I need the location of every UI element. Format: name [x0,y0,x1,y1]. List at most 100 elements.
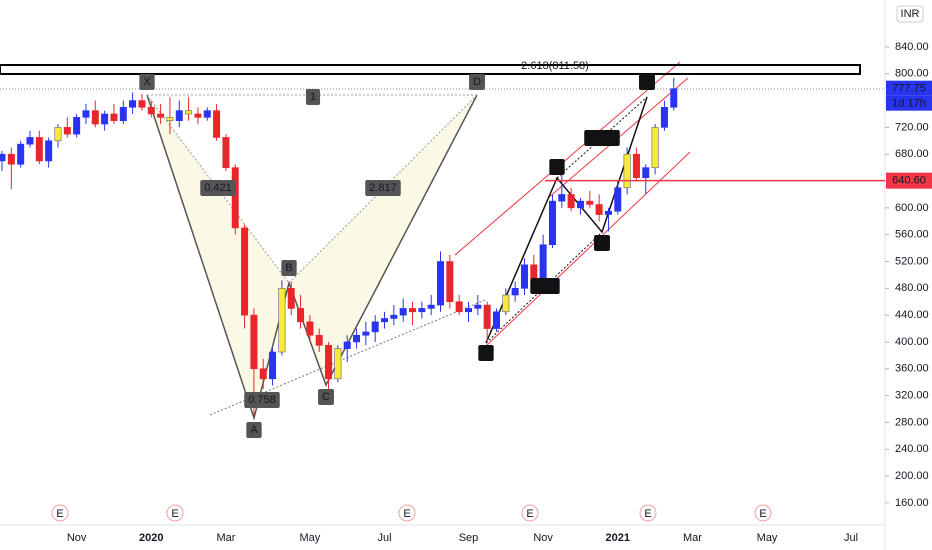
candle-body [26,137,34,145]
pattern-label-box [639,74,655,90]
price-line-label: 640.60 [892,175,926,187]
candle-body [576,200,584,209]
candle-body [660,106,668,128]
target-box [0,64,861,75]
candle-body [166,117,174,121]
y-tick-label: 520.00 [895,255,929,267]
currency-box [896,5,924,23]
pattern-label: 0.758 [248,394,276,406]
candle-body [474,304,482,309]
last-price-tag [886,80,932,96]
candle-body [511,288,519,296]
candle-body [632,153,640,178]
target-label: 2.618(811.58) [521,60,589,72]
x-tick-label: Sep [459,532,479,544]
candle-body [614,187,622,212]
pattern-label: 1 [310,91,316,103]
pattern-label-box [478,345,494,361]
candle-body [483,304,491,329]
candle-body [623,153,631,189]
pattern-label: D [643,76,651,88]
candle-body [390,314,398,319]
candle-body [520,264,528,289]
pattern-label-box [244,392,280,408]
channel-line [486,151,691,346]
candle-body [222,137,230,168]
candle-body [147,106,155,115]
candle-body [567,194,575,209]
currency: INR [901,8,920,20]
pattern-label: B [285,262,292,274]
last-price-label: 777.75 [892,83,926,95]
y-tick-label: 560.00 [895,229,929,241]
pattern-label-box [200,180,236,196]
candle-body [129,100,137,108]
candle-body [586,200,594,205]
x-tick-label: Mar [216,532,235,544]
event-marker [51,504,69,522]
pattern-label: C [322,391,330,403]
candle-body [45,140,53,162]
candle-body [82,110,90,118]
pattern-label: 0.421 [204,182,232,194]
event-marker [521,504,539,522]
candle-body [194,113,202,118]
pattern-label-box [549,159,565,175]
candle-body [464,308,472,313]
event-label: E [526,508,533,520]
pattern-label-box [530,278,560,294]
pattern-label-box [246,422,262,438]
candle-body [213,110,221,138]
y-tick-label: 200.00 [895,470,929,482]
pattern-label: A [250,424,258,436]
candle-body [530,264,538,279]
candle-body [241,227,249,316]
pattern-label: C [598,237,606,249]
y-tick-label: 360.00 [895,363,929,375]
candle-body [17,143,25,165]
event-marker [166,504,184,522]
event-label: E [759,508,766,520]
candle-body [604,210,612,215]
candle-body [670,88,678,108]
event-marker [754,504,772,522]
x-tick-label: Nov [533,532,553,544]
candle-body [409,308,417,313]
candle-body [138,100,146,108]
candle-body [343,341,351,349]
pattern-label: 2.618 [588,132,616,144]
y-tick-label: 240.00 [895,443,929,455]
candle-body [334,348,342,380]
candle-body [642,167,650,178]
pattern-label-box [584,130,620,146]
y-tick-label: 720.00 [895,121,929,133]
candle-body [203,110,211,118]
x-tick-label: May [299,532,320,544]
pattern-label-box [281,260,297,276]
candle-body [101,113,109,125]
candle-body [269,351,277,380]
pattern-labels: X A B C D 0.421 2.817 0.758 1 A B C D 2.618 0.32 [139,74,655,438]
candle-body [371,321,379,333]
candle-body [353,334,361,343]
candle-body [437,261,445,306]
y-tick-label: 440.00 [895,309,929,321]
candle-body [325,345,333,380]
candles [0,77,678,416]
pattern-label: B [553,161,560,173]
candle-body [595,204,603,215]
pattern-label: X [143,76,151,88]
pattern-label: 2.817 [369,182,397,194]
y-tick-label: 840.00 [895,41,929,53]
candle-body [418,308,426,313]
pattern-label-box [318,389,334,405]
x-tick-label: Mar [683,532,702,544]
candle-body [558,194,566,202]
candle-body [502,294,510,313]
x-tick-label: Jul [377,532,391,544]
candle-body [651,127,659,168]
x-tick-label: 2020 [139,532,163,544]
countdown-tag [886,95,932,111]
